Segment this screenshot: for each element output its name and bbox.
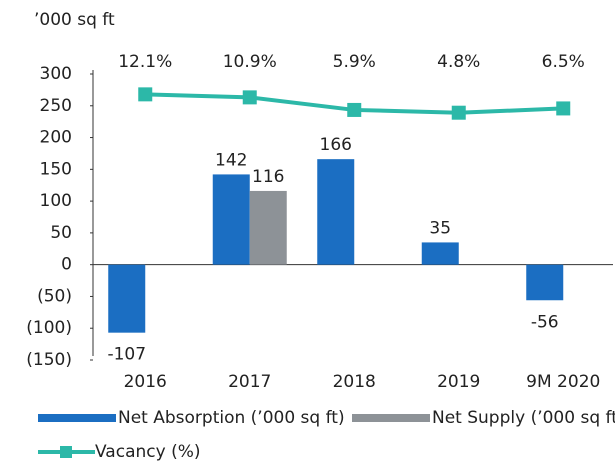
y-tick-label: 100: [40, 191, 72, 211]
vacancy-label: 10.9%: [223, 52, 277, 72]
vacancy-marker: [451, 105, 466, 120]
bar-label: 116: [252, 167, 284, 187]
bar-label: 166: [320, 135, 352, 155]
bar: [249, 190, 287, 265]
y-tick-label: (100): [26, 318, 72, 338]
legend-label: Net Absorption (’000 sq ft): [118, 408, 345, 428]
y-axis-label: ’000 sq ft: [34, 10, 115, 30]
legend-label: Net Supply (’000 sq ft): [432, 408, 615, 428]
bar-label: 35: [429, 218, 451, 238]
vacancy-label: 12.1%: [118, 52, 172, 72]
bar: [526, 264, 564, 301]
bar-label: -56: [531, 312, 559, 332]
y-tick-label: (50): [37, 286, 72, 306]
vacancy-marker: [556, 101, 571, 116]
legend-swatch: [352, 414, 430, 422]
y-tick-label: 250: [40, 96, 72, 116]
vacancy-label: 4.8%: [437, 52, 480, 72]
vacancy-marker: [347, 102, 362, 117]
legend-swatch: [38, 414, 116, 422]
legend-label: Vacancy (%): [95, 442, 201, 462]
y-tick-label: 150: [40, 159, 72, 179]
y-tick-label: 0: [61, 255, 72, 275]
x-tick-label: 2018: [333, 372, 376, 392]
vacancy-label: 6.5%: [542, 52, 585, 72]
vacancy-marker: [138, 87, 153, 102]
bar: [317, 159, 355, 265]
bar: [108, 264, 146, 333]
y-tick-label: 300: [40, 64, 72, 84]
bar-label: -107: [107, 345, 146, 365]
vacancy-label: 5.9%: [333, 52, 376, 72]
legend-swatch: [60, 446, 72, 458]
vacancy-marker: [242, 90, 257, 105]
y-tick-label: 50: [50, 223, 72, 243]
x-tick-label: 2016: [124, 372, 167, 392]
x-tick-label: 2017: [228, 372, 271, 392]
x-tick-label: 2019: [437, 372, 480, 392]
y-tick-label: 200: [40, 128, 72, 148]
bar: [212, 174, 250, 265]
y-tick-label: (150): [26, 350, 72, 370]
bar: [421, 242, 459, 265]
x-tick-label: 9M 2020: [526, 372, 600, 392]
bar-label: 142: [215, 150, 247, 170]
